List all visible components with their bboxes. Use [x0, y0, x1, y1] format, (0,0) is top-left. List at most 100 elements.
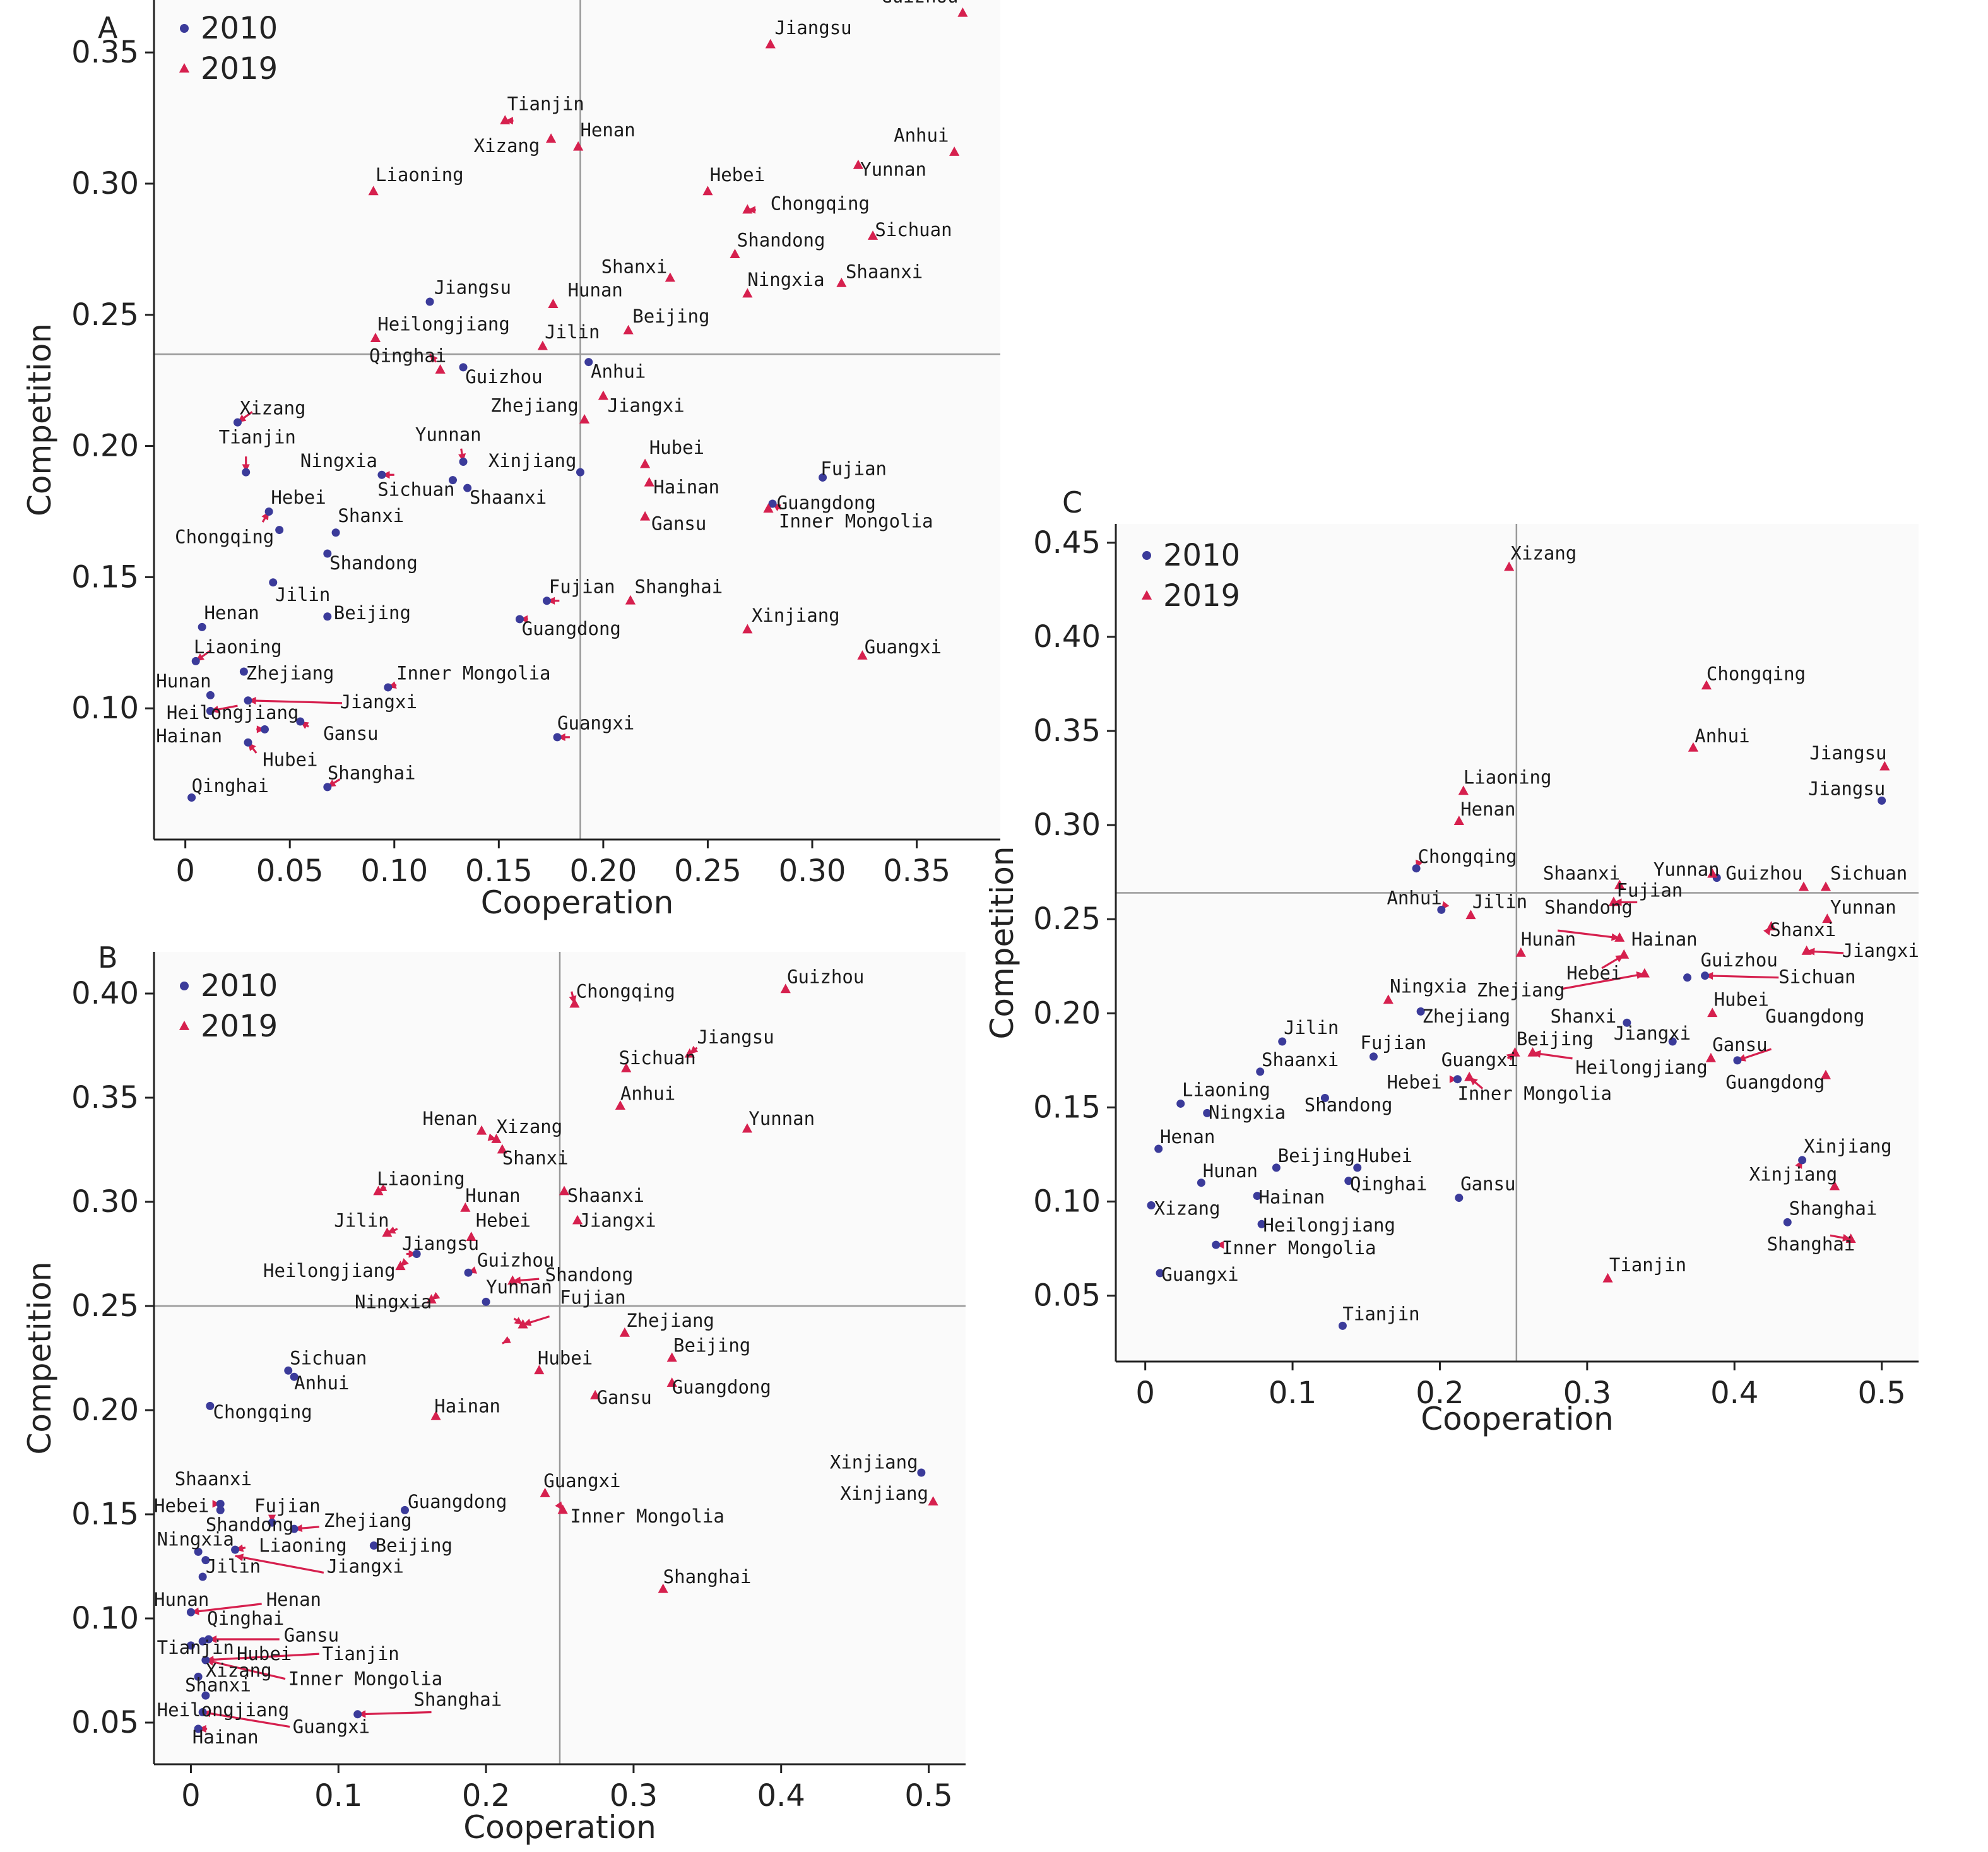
point-2010: [1353, 1163, 1362, 1172]
legend-label-2019: 2019: [201, 51, 278, 86]
point-label: Guangxi: [1161, 1264, 1238, 1285]
point-label: Tianjin: [322, 1643, 399, 1665]
point-label: Sichuan: [290, 1347, 367, 1368]
point-label: Jiangxi: [579, 1210, 656, 1232]
point-label: Qinghai: [207, 1608, 284, 1629]
point-label: Guangdong: [522, 618, 621, 639]
point-2010: [290, 1524, 299, 1533]
point-2019: [382, 1227, 393, 1237]
arrow-head: [555, 1501, 563, 1511]
point-label: Guizhou: [787, 966, 864, 988]
point-2019: [684, 1048, 695, 1058]
point-2010: [206, 1401, 215, 1410]
plot-area: [154, 0, 1000, 840]
x-tick-label: 0.2: [1416, 1375, 1464, 1411]
point-2019: [621, 1062, 632, 1072]
point-label: Beijing: [632, 306, 709, 327]
point-2019: [780, 983, 791, 994]
point-2010: [1154, 1144, 1163, 1153]
y-tick-label: 0.35: [1033, 713, 1101, 749]
point-label: Hainan: [1631, 929, 1698, 950]
point-2019: [625, 595, 636, 605]
point-2010: [1147, 1201, 1156, 1209]
x-tick-label: 0.2: [462, 1778, 510, 1813]
x-axis-title: Cooperation: [1421, 1401, 1614, 1437]
arrow-head: [235, 1553, 244, 1562]
point-label: Inner Mongolia: [288, 1668, 442, 1690]
point-label: Hunan: [156, 670, 211, 692]
point-2019: [702, 186, 713, 196]
point-2010: [194, 1672, 203, 1681]
point-2019: [1801, 945, 1812, 955]
point-label: Gansu: [284, 1624, 339, 1646]
point-2019: [1766, 921, 1777, 931]
point-2019: [1845, 1233, 1856, 1244]
legend-marker-2019: [1141, 590, 1152, 600]
point-2019: [1527, 1047, 1538, 1057]
point-2019: [546, 133, 557, 143]
panel-a: A 0 0.05 0.10 0.15 0.20 0.25 0.30 0.35 0.10 0.15 0.…: [21, 0, 1000, 921]
y-tick-label: 0.30: [71, 1184, 139, 1220]
legend-label-2010: 2010: [201, 11, 278, 46]
point-label: Henan: [1460, 798, 1515, 820]
movement-arrow: [1561, 973, 1645, 990]
point-label: Shanxi: [1551, 1006, 1617, 1027]
x-tick-label: 0: [1135, 1375, 1155, 1411]
arrow-head: [514, 1317, 523, 1325]
point-2019: [928, 1496, 938, 1506]
point-label: Guangxi: [557, 712, 634, 733]
point-2019: [666, 1377, 677, 1387]
y-tick-label: 0.25: [71, 297, 139, 333]
point-2019: [373, 1185, 384, 1196]
point-label: Jiangsu: [434, 277, 511, 299]
point-2010: [1453, 1075, 1462, 1084]
point-label: Guangdong: [1725, 1072, 1825, 1093]
point-label: Hunan: [568, 280, 623, 301]
point-2010: [1878, 796, 1886, 805]
point-2010: [231, 1545, 240, 1554]
point-label: Zhejiang: [246, 662, 334, 684]
point-2010: [269, 578, 278, 587]
arrow-head: [505, 117, 513, 125]
point-label: Guizhou: [465, 366, 542, 388]
point-label: Shanghai: [414, 1689, 502, 1711]
point-2019: [370, 333, 381, 343]
point-label: Shandong: [737, 230, 825, 251]
movement-arrow: [191, 1603, 262, 1613]
point-2019: [742, 624, 753, 634]
panel-b: B 0 0.1 0.2 0.3 0.4 0.5 0.05 0.10 0.15 0.20 0.25 0.3…: [21, 941, 966, 1846]
arrow-head: [191, 1607, 199, 1615]
point-2010: [1278, 1037, 1287, 1046]
y-tick-label: 0.15: [71, 1497, 139, 1532]
point-label: Inner Mongolia: [570, 1505, 724, 1527]
point-2010: [459, 363, 468, 372]
point-label: Inner Mongolia: [1457, 1083, 1611, 1104]
x-tick-label: 0.4: [1710, 1375, 1758, 1411]
point-label: Jilin: [1284, 1017, 1339, 1038]
point-label: Ningxia: [157, 1529, 234, 1550]
point-label: Hunan: [1203, 1160, 1258, 1182]
point-label: Hainan: [1258, 1187, 1325, 1208]
point-label: Jiangsu: [774, 17, 851, 39]
arrow-head: [502, 1336, 511, 1344]
point-2019: [640, 458, 651, 468]
arrow-head: [689, 1045, 699, 1054]
point-label: Shanxi: [185, 1675, 251, 1696]
point-2010: [194, 1547, 203, 1556]
point-label: Inner Mongolia: [396, 662, 550, 684]
point-label: Ningxia: [747, 269, 824, 290]
point-label: Sichuan: [875, 219, 952, 240]
point-2010: [584, 358, 593, 367]
point-label: Jiangsu: [402, 1233, 479, 1254]
y-tick-label: 0.15: [71, 559, 139, 595]
point-2019: [1458, 785, 1469, 795]
point-label: Gansu: [596, 1387, 651, 1408]
point-2010: [1257, 1220, 1266, 1228]
point-2010: [206, 691, 215, 699]
arrow-head: [458, 453, 466, 462]
point-label: Heilongjiang: [263, 1260, 396, 1281]
point-2019: [867, 230, 879, 240]
point-label: Xinjiang: [1804, 1136, 1892, 1157]
point-label: Xinjiang: [488, 450, 577, 472]
point-2010: [1798, 1156, 1807, 1165]
